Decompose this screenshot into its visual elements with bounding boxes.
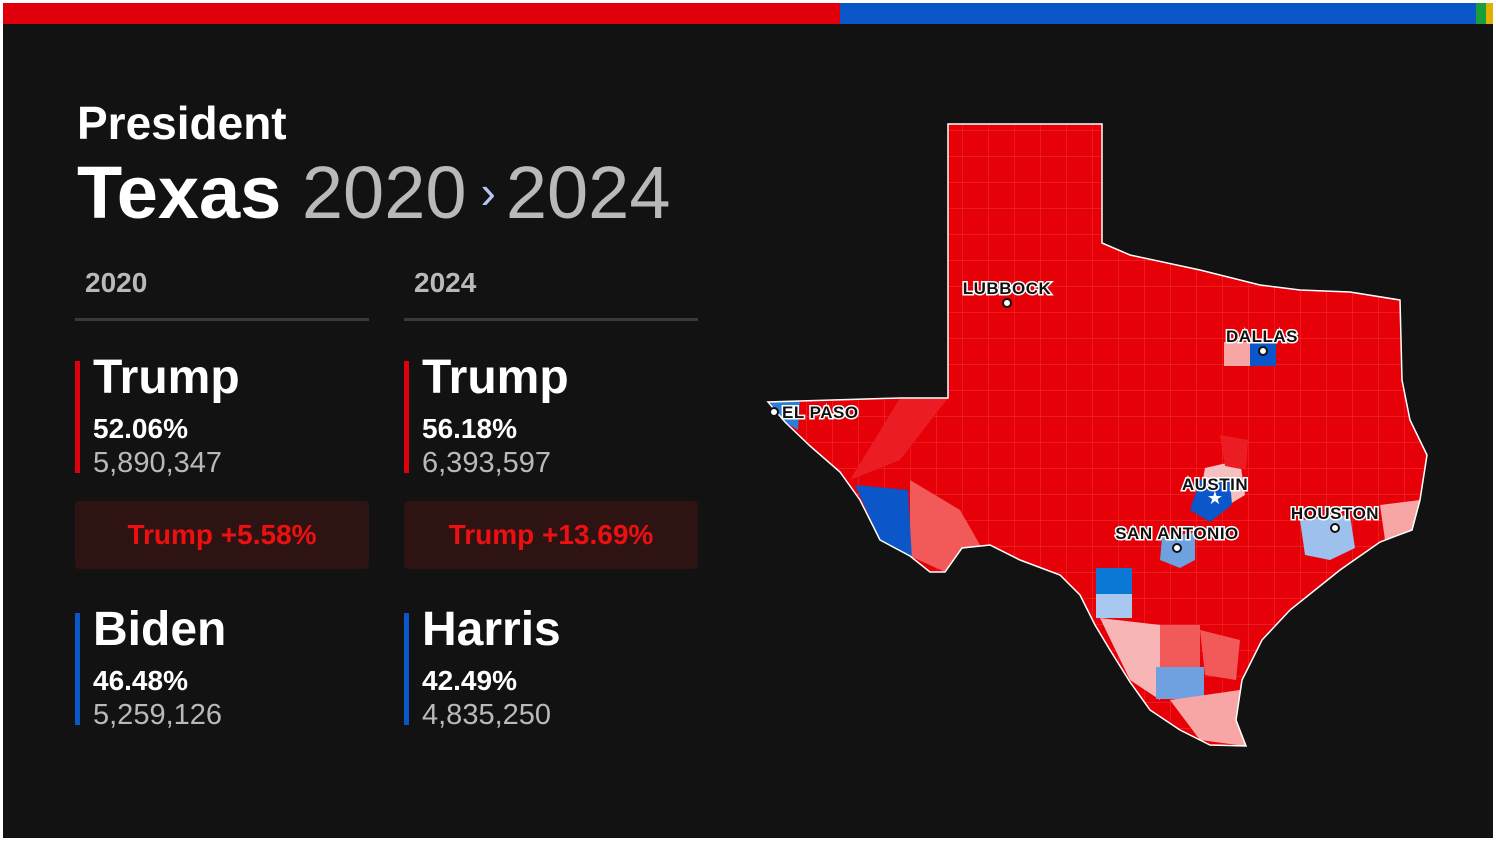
candidate-votes: 5,259,126: [93, 699, 223, 731]
candidate-votes: 4,835,250: [422, 699, 552, 731]
column-2020: 2020 Trump 52.06% 5,890,347 Trump +5.58%…: [75, 264, 369, 731]
candidate-pct: 56.18%: [422, 413, 517, 444]
arrow: ›: [480, 166, 496, 218]
candidate-name: Trump: [93, 351, 240, 404]
candidate-name: Biden: [93, 603, 227, 656]
margin: Trump +5.58%: [75, 501, 369, 569]
title: Texas 2020 › 2024: [77, 150, 670, 235]
city-dot: [1330, 523, 1340, 533]
column-year: 2024: [404, 264, 698, 321]
candidate-pct: 42.49%: [422, 665, 517, 696]
candidate: Trump 56.18% 6,393,597: [404, 351, 698, 479]
city-label: HOUSTON: [1291, 504, 1379, 523]
top-bar-green: [1476, 3, 1486, 24]
year-from: 2020: [301, 151, 467, 234]
city-label: LUBBOCK: [963, 279, 1052, 298]
candidate-pct: 46.48%: [93, 665, 188, 696]
top-bar-blue: [840, 3, 1476, 24]
city-label: DALLAS: [1226, 327, 1298, 346]
texas: [768, 124, 1427, 746]
candidate-votes: 6,393,597: [422, 447, 552, 479]
state: Texas: [77, 151, 282, 234]
office: President: [77, 97, 287, 149]
candidate: Biden 46.48% 5,259,126: [75, 603, 369, 731]
state-outline: [766, 123, 1428, 747]
column-2024: 2024 Trump 56.18% 6,393,597 Trump +13.69…: [404, 264, 698, 731]
candidate: Trump 52.06% 5,890,347: [75, 351, 369, 479]
city-markers: ★: [769, 298, 1340, 553]
candidate-name: Harris: [422, 603, 561, 656]
margin: Trump +13.69%: [404, 501, 698, 569]
city-dot: [1002, 298, 1012, 308]
top-bar-red: [3, 3, 840, 24]
top-bar-yellow: [1486, 3, 1493, 24]
candidate-votes: 5,890,347: [93, 447, 223, 479]
city-label: AUSTIN: [1182, 475, 1248, 494]
city-dot: [1258, 346, 1268, 356]
city-dot: [769, 407, 779, 417]
candidate: Harris 42.49% 4,835,250: [404, 603, 698, 731]
candidate-name: Trump: [422, 351, 569, 404]
year-to: 2024: [505, 151, 671, 234]
candidate-pct: 52.06%: [93, 413, 188, 444]
city-dot: [1172, 543, 1182, 553]
city-label: SAN ANTONIO: [1115, 524, 1239, 543]
column-year: 2020: [75, 264, 369, 321]
capital-star: ★: [1207, 488, 1223, 508]
city-label: EL PASO: [782, 403, 859, 422]
